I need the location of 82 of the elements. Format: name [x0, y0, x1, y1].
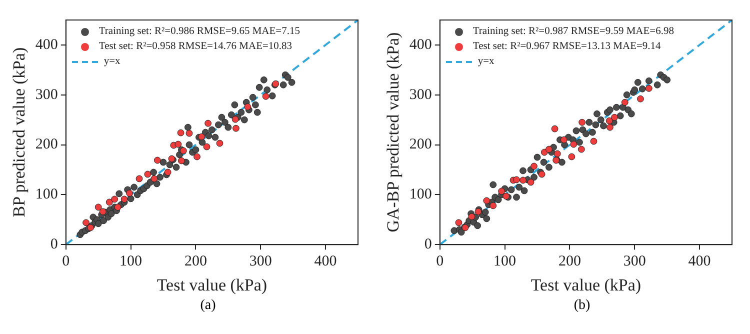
point	[82, 219, 90, 226]
point	[194, 153, 200, 160]
point	[527, 178, 534, 186]
x-tick-label: 200	[558, 254, 581, 270]
point	[490, 202, 497, 210]
point	[520, 176, 526, 184]
point	[637, 95, 644, 102]
point	[178, 157, 185, 164]
point	[232, 116, 239, 123]
point	[232, 124, 240, 132]
y-tick-label: 100	[35, 186, 58, 203]
point	[540, 148, 548, 156]
y-tick-label: 200	[35, 136, 58, 153]
y-tick-label: 200	[409, 136, 432, 153]
point	[483, 197, 490, 204]
y-axis-title: BP predicted value (kPa)	[10, 47, 29, 218]
point	[570, 140, 578, 148]
point	[216, 140, 224, 147]
x-axis-title: Test value (kPa)	[156, 275, 268, 294]
point	[204, 120, 212, 127]
point	[114, 204, 122, 211]
y-tick-label: 0	[424, 236, 432, 253]
point	[560, 136, 568, 144]
point	[578, 118, 586, 126]
point	[455, 219, 462, 226]
point	[154, 156, 161, 164]
point	[144, 170, 152, 178]
y-tick-label: 0	[50, 236, 58, 253]
point	[203, 143, 210, 150]
y-tick-label: 400	[409, 36, 432, 53]
y-axis-title: GA-BP predicted value (kPa)	[384, 32, 403, 232]
point	[126, 190, 133, 197]
text: (b)	[572, 298, 592, 314]
point	[106, 198, 113, 206]
y-tick-label: 300	[35, 86, 58, 103]
legend-label: Test set: R²=0.967 RMSE=13.13 MAE=9.14	[472, 41, 661, 52]
point	[513, 176, 520, 184]
legend-label: Training set: R²=0.986 RMSE=9.65 MAE=7.15	[98, 26, 300, 37]
point	[164, 168, 172, 176]
x-tick-label: 200	[184, 254, 207, 270]
point	[174, 140, 182, 148]
point	[606, 117, 613, 124]
point	[606, 124, 614, 131]
legend-label: y=x	[478, 56, 494, 67]
point	[551, 125, 558, 132]
point	[611, 114, 618, 121]
point	[186, 130, 193, 137]
x-tick-label: 300	[249, 254, 272, 270]
point	[578, 146, 585, 153]
x-tick-label: 100	[120, 254, 142, 270]
y-tick-label: 400	[35, 36, 58, 53]
x-tick-label: 400	[314, 254, 337, 270]
x-tick-label: 300	[623, 254, 646, 270]
x-tick-label: 0	[62, 254, 70, 270]
x-tick-label: 400	[688, 254, 711, 270]
point	[244, 103, 252, 110]
point	[546, 146, 552, 153]
point	[198, 133, 206, 140]
point	[94, 204, 102, 211]
point	[621, 98, 628, 106]
point	[177, 129, 184, 136]
point	[498, 188, 506, 195]
text: (a)	[199, 298, 217, 314]
point	[111, 196, 118, 203]
point	[150, 175, 158, 182]
point	[468, 213, 476, 220]
point	[120, 196, 128, 203]
legend-label: y=x	[104, 56, 120, 67]
legend-label: Test set: R²=0.958 RMSE=14.76 MAE=10.83	[98, 41, 292, 52]
x-tick-label: 0	[436, 254, 444, 270]
point	[136, 175, 143, 182]
point	[590, 138, 598, 145]
y-tick-label: 300	[409, 86, 432, 103]
point	[645, 84, 652, 92]
point	[554, 150, 561, 158]
point	[568, 153, 576, 160]
x-axis-title: Test value (kPa)	[530, 275, 642, 294]
x-tick-label: 100	[494, 254, 516, 270]
y-tick-label: 100	[409, 186, 432, 203]
point	[262, 92, 270, 100]
point	[530, 162, 538, 170]
legend-label: Training set: R²=0.987 RMSE=9.59 MAE=6.98	[472, 26, 674, 37]
